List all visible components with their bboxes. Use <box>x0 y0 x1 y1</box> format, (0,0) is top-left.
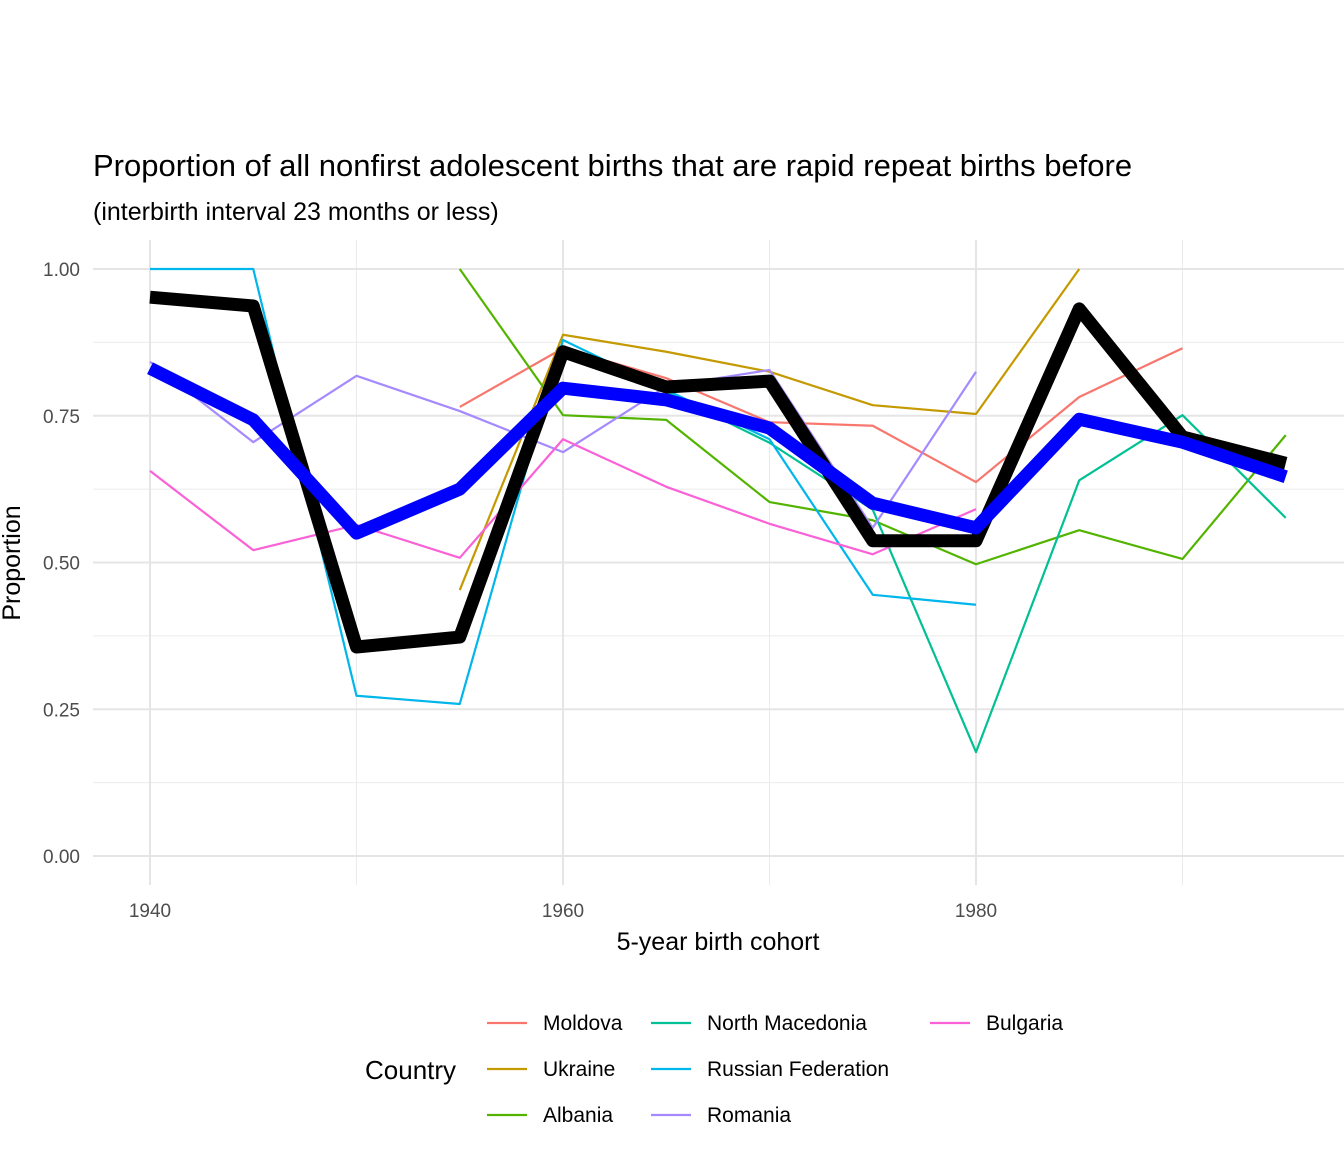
legend-label: Moldova <box>543 1012 623 1035</box>
x-axis-label: 5-year birth cohort <box>617 928 820 956</box>
y-axis-ticks: 0.00 0.25 0.50 0.75 1.00 <box>43 260 80 868</box>
chart-subtitle: (interbirth interval 23 months or less) <box>93 198 499 226</box>
y-tick-label: 0.25 <box>43 700 80 721</box>
legend-label: Albania <box>543 1104 613 1127</box>
blue-series-line <box>147 362 1288 540</box>
legend-label: Bulgaria <box>986 1012 1063 1035</box>
y-tick-label: 0.00 <box>43 847 80 868</box>
black-series-line <box>149 290 1288 654</box>
series-lines <box>147 267 1288 754</box>
x-tick-label: 1940 <box>129 901 171 922</box>
legend-label: Russian Federation <box>707 1058 889 1081</box>
legend-item: Bulgaria <box>930 1012 1063 1035</box>
legend-item: Ukraine <box>487 1058 615 1081</box>
legend-item: Albania <box>487 1104 613 1127</box>
y-tick-label: 0.50 <box>43 554 80 575</box>
y-tick-label: 0.75 <box>43 407 80 428</box>
chart-title: Proportion of all nonfirst adolescent bi… <box>93 148 1132 183</box>
legend-label: North Macedonia <box>707 1012 867 1035</box>
legend-label: Ukraine <box>543 1058 615 1081</box>
legend-item: Moldova <box>487 1012 623 1035</box>
x-axis-ticks: 1940 1960 1980 <box>129 901 997 922</box>
north-macedonia-series-line <box>665 391 1287 754</box>
y-tick-label: 1.00 <box>43 260 80 281</box>
gridlines <box>93 240 1344 885</box>
legend-label: Romania <box>707 1104 791 1127</box>
y-axis-label: Proportion <box>0 505 26 620</box>
x-tick-label: 1960 <box>542 901 584 922</box>
bulgaria-series-line <box>149 438 977 559</box>
legend-title: Country <box>365 1055 456 1085</box>
legend-item: Romania <box>651 1104 791 1127</box>
legend-item: Russian Federation <box>651 1058 889 1081</box>
legend: Moldova Ukraine Albania North Macedonia Russ… <box>487 1012 1063 1127</box>
albania-series-line <box>458 268 1287 566</box>
x-tick-label: 1980 <box>955 901 997 922</box>
legend-item: North Macedonia <box>651 1012 867 1035</box>
